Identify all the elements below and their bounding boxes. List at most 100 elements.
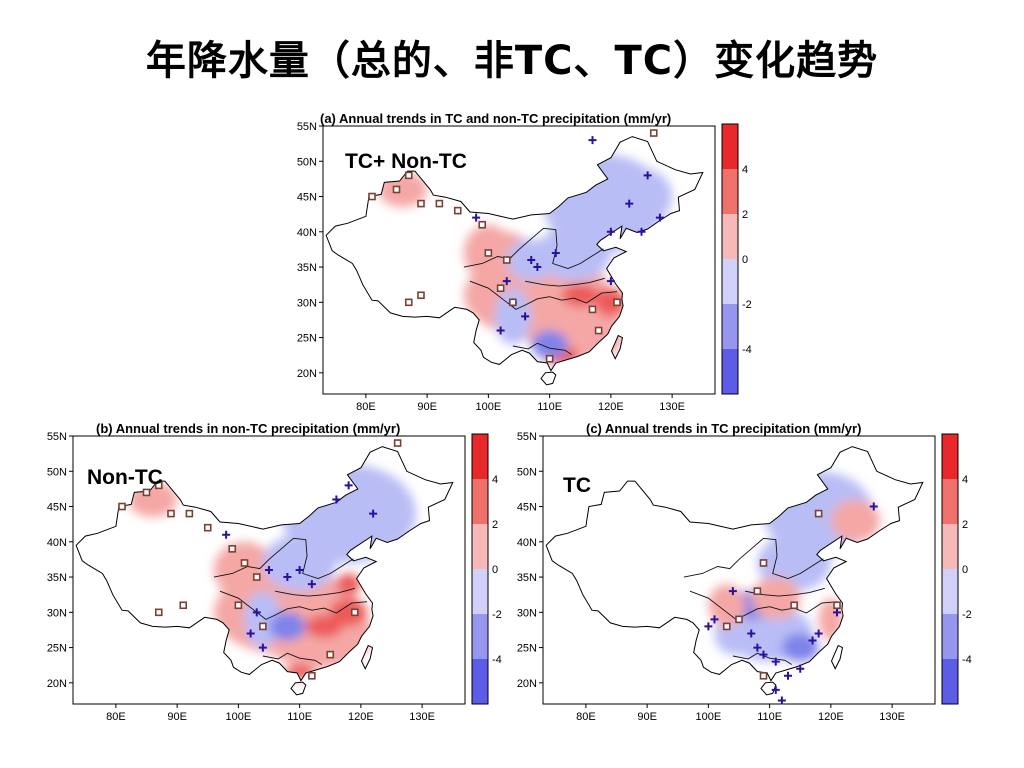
lon-label: 120E (598, 401, 624, 413)
taiwan-outline (610, 334, 624, 360)
station-increase-marker (185, 509, 194, 518)
colorbar-segment (942, 569, 958, 614)
colorbar-segment (472, 479, 488, 524)
trend-area-positive_strong (330, 598, 367, 627)
station-increase-marker (759, 559, 768, 567)
colorbar-frame (721, 123, 739, 395)
colorbar-tick-label: 2 (962, 519, 968, 531)
river-0 (219, 590, 368, 620)
station-decrease-marker (369, 509, 378, 518)
station-decrease-marker (527, 256, 536, 264)
lat-label: 50N (517, 466, 537, 478)
station-increase-marker (484, 249, 493, 257)
station-decrease-marker (704, 622, 713, 631)
station-decrease-marker (625, 199, 634, 208)
station-increase-marker (154, 481, 163, 490)
station-decrease-marker (747, 629, 756, 638)
hainan-outline (290, 681, 307, 696)
colorbar-segment (722, 259, 738, 304)
station-decrease-marker (252, 608, 261, 617)
lat-label: 45N (517, 502, 537, 514)
station-decrease-marker (521, 312, 530, 321)
river-1 (213, 537, 354, 579)
colorbar-segment (722, 214, 738, 259)
lon-label: 90E (637, 711, 657, 723)
colorbar-segment (942, 524, 958, 569)
station-increase-marker (417, 291, 425, 300)
taiwan-outline (360, 644, 374, 670)
colorbar-segment (722, 349, 738, 394)
station-decrease-marker (655, 213, 664, 222)
lon-label: 110E (287, 711, 312, 723)
station-increase-marker (417, 199, 425, 208)
trend-area-positive_strong (336, 573, 361, 595)
colorbar-tick-label: 4 (962, 474, 968, 486)
lon-label: 80E (356, 401, 376, 413)
colorbar-tick-label: 0 (962, 564, 968, 576)
colorbar: 4 2 0 -2 -4 (941, 433, 972, 705)
station-increase-marker (613, 298, 621, 307)
lat-label: 50N (297, 156, 317, 168)
lon-label: 80E (576, 711, 596, 723)
station-increase-marker (393, 439, 402, 447)
trend-area-negative (757, 534, 831, 592)
panel-a-svg: 55N 50N 45N 40N 35N 30N 25N 20N 80E 90E 100E 110E 12… (297, 121, 752, 413)
colorbar-tick-label: 0 (492, 564, 498, 576)
colorbar-segment (942, 614, 958, 659)
station-increase-marker (478, 220, 487, 229)
colorbar-tick-label: 4 (492, 474, 498, 486)
river-0 (689, 590, 838, 620)
colorbar-segment (722, 169, 738, 214)
colorbar-tick-label: -2 (492, 609, 502, 621)
panel-a-title: (a) Annual trends in TC and non-TC preci… (320, 111, 672, 126)
station-increase-marker (118, 502, 126, 511)
lat-label: 25N (47, 643, 67, 655)
map-frame (542, 435, 936, 705)
hainan-outline (760, 681, 777, 696)
country-outline (75, 446, 454, 682)
trend-area-negative (610, 168, 673, 225)
country-outline (545, 446, 924, 682)
panel-a-map: 55N 50N 45N 40N 35N 30N 25N 20N 80E 90E 100E 110E 12… (290, 108, 752, 413)
lat-label: 55N (517, 431, 537, 443)
trend-area-positive (751, 577, 801, 620)
station-increase-marker (722, 622, 731, 631)
lon-label: 100E (696, 711, 722, 723)
hainan-outline (540, 371, 557, 386)
station-increase-marker (759, 671, 768, 680)
colorbar-frame (471, 433, 489, 705)
colorbar-segment (472, 524, 488, 569)
colorbar-tick-label: 2 (492, 519, 498, 531)
station-decrease-marker (710, 615, 719, 624)
lat-label: 30N (297, 297, 317, 309)
station-decrease-marker (265, 566, 273, 574)
station-decrease-marker (588, 136, 597, 145)
station-increase-marker (350, 608, 359, 617)
station-increase-marker (588, 305, 597, 314)
station-decrease-marker (808, 636, 817, 645)
station-increase-marker (502, 256, 511, 264)
trend-area-positive (830, 499, 880, 542)
colorbar-tick-label: 2 (742, 209, 748, 221)
lat-label: 45N (297, 192, 317, 204)
station-decrease-marker (814, 629, 823, 638)
river-2 (512, 342, 572, 355)
panel-b-svg: 55N 50N 45N 40N 35N 30N 25N 20N 80E 90E 100E 110E 12… (47, 431, 502, 723)
station-increase-marker (179, 601, 188, 610)
lon-label: 80E (106, 711, 126, 723)
station-increase-marker (545, 354, 554, 363)
station-decrease-marker (753, 643, 762, 652)
panel-a-label: TC+ Non-TC (345, 150, 467, 173)
lat-label: 25N (297, 333, 317, 345)
station-increase-marker (392, 185, 401, 194)
station-decrease-marker (869, 502, 878, 511)
station-decrease-marker (332, 495, 341, 504)
lon-label: 110E (537, 401, 562, 413)
lat-label: 25N (517, 643, 537, 655)
colorbar-frame (941, 433, 959, 705)
lat-label: 40N (47, 537, 67, 549)
station-increase-marker (368, 192, 376, 201)
lat-label: 20N (297, 368, 317, 380)
lat-label: 45N (47, 502, 67, 514)
colorbar: 4 2 0 -2 -4 (721, 123, 752, 395)
